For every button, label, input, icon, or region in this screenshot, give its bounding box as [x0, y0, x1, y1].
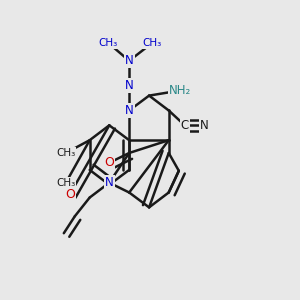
- Text: C: C: [181, 119, 189, 132]
- Text: N: N: [200, 119, 209, 132]
- Text: O: O: [65, 188, 75, 201]
- Text: NH₂: NH₂: [169, 84, 191, 97]
- Text: N: N: [105, 176, 114, 189]
- Text: N: N: [125, 79, 134, 92]
- Text: CH₃: CH₃: [56, 148, 76, 158]
- Text: CH₃: CH₃: [99, 38, 118, 48]
- Text: N: N: [125, 54, 134, 67]
- Text: CH₃: CH₃: [142, 38, 162, 48]
- Text: O: O: [104, 156, 114, 169]
- Text: CH₃: CH₃: [56, 178, 76, 188]
- Text: N: N: [125, 104, 134, 117]
